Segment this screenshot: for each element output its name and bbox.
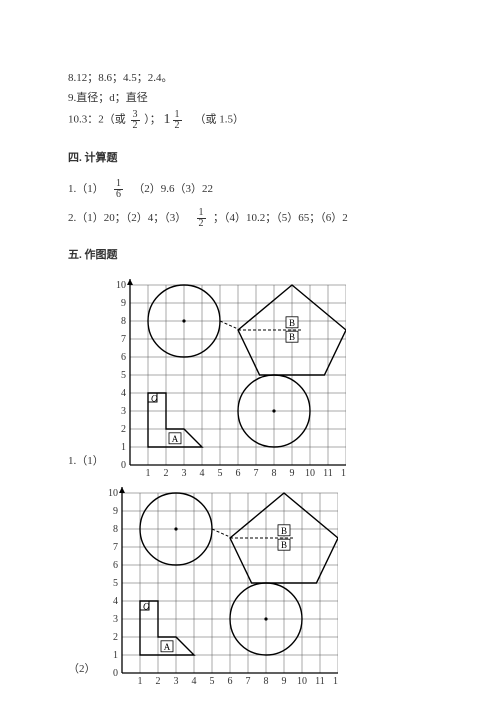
mixed-1-1-2: 1 1 2 bbox=[164, 109, 184, 131]
fraction-1-over-6: 1 6 bbox=[114, 179, 123, 200]
s4-q2-suffix: ；（4）10.2；（5）65；（6）2 bbox=[213, 212, 348, 224]
svg-text:3: 3 bbox=[181, 468, 186, 477]
svg-text:10: 10 bbox=[116, 280, 126, 291]
svg-text:9: 9 bbox=[289, 468, 294, 477]
svg-text:10: 10 bbox=[108, 488, 118, 499]
s4-q1-suffix: （2）9.6（3）22 bbox=[133, 183, 213, 195]
svg-text:0: 0 bbox=[121, 460, 126, 471]
frac-den: 2 bbox=[197, 219, 206, 229]
svg-text:7: 7 bbox=[113, 542, 118, 553]
svg-text:4: 4 bbox=[191, 676, 196, 685]
svg-text:3: 3 bbox=[173, 676, 178, 685]
figure-1-row: 1.（1） 123456789101112012345678910AOBB bbox=[68, 277, 450, 477]
answer-line-9: 9.直径；d；直径 bbox=[68, 90, 450, 108]
svg-text:O: O bbox=[151, 393, 158, 403]
svg-text:9: 9 bbox=[281, 676, 286, 685]
svg-text:6: 6 bbox=[121, 352, 126, 363]
svg-text:7: 7 bbox=[245, 676, 250, 685]
section-5-title: 五. 作图题 bbox=[68, 247, 450, 265]
svg-text:2: 2 bbox=[121, 424, 126, 435]
s4-q1-prefix: 1.（1） bbox=[68, 183, 104, 195]
svg-text:1: 1 bbox=[113, 650, 118, 661]
s4-q2-prefix: 2.（1）20；（2）4；（3） bbox=[68, 212, 186, 224]
svg-text:4: 4 bbox=[113, 596, 118, 607]
svg-text:8: 8 bbox=[121, 316, 126, 327]
svg-text:5: 5 bbox=[209, 676, 214, 685]
svg-text:6: 6 bbox=[235, 468, 240, 477]
svg-text:8: 8 bbox=[263, 676, 268, 685]
figure-2-label: （2） bbox=[68, 661, 96, 679]
svg-text:1: 1 bbox=[137, 676, 142, 685]
line10-mid: ）； bbox=[144, 114, 161, 126]
svg-text:8: 8 bbox=[113, 524, 118, 535]
svg-text:4: 4 bbox=[121, 388, 126, 399]
svg-text:9: 9 bbox=[113, 506, 118, 517]
svg-text:8: 8 bbox=[271, 468, 276, 477]
svg-text:A: A bbox=[172, 434, 179, 444]
svg-text:B: B bbox=[289, 318, 295, 328]
mixed-den: 2 bbox=[173, 121, 182, 131]
svg-text:B: B bbox=[289, 332, 295, 342]
svg-text:B: B bbox=[280, 526, 286, 536]
line10-prefix: 10.3：2（或 bbox=[68, 114, 126, 126]
frac-den: 2 bbox=[131, 121, 140, 131]
grid-figure-1: 123456789101112012345678910AOBB bbox=[110, 277, 346, 477]
svg-text:11: 11 bbox=[315, 676, 325, 685]
mixed-whole: 1 bbox=[164, 112, 171, 127]
grid-figure-2: 123456789101112012345678910AOBB bbox=[102, 485, 338, 685]
svg-text:O: O bbox=[143, 601, 150, 611]
svg-text:0: 0 bbox=[113, 668, 118, 679]
svg-text:1: 1 bbox=[145, 468, 150, 477]
svg-text:2: 2 bbox=[163, 468, 168, 477]
svg-text:4: 4 bbox=[199, 468, 204, 477]
svg-text:2: 2 bbox=[113, 632, 118, 643]
mixed-frac: 1 2 bbox=[173, 110, 182, 131]
svg-text:1: 1 bbox=[121, 442, 126, 453]
answer-line-8: 8.12；8.6；4.5；2.4。 bbox=[68, 70, 450, 88]
svg-text:10: 10 bbox=[305, 468, 315, 477]
svg-text:5: 5 bbox=[217, 468, 222, 477]
svg-text:12: 12 bbox=[333, 676, 338, 685]
figure-2-row: （2） 123456789101112012345678910AOBB bbox=[68, 485, 450, 685]
s4-q1: 1.（1） 1 6 （2）9.6（3）22 bbox=[68, 179, 450, 200]
svg-text:6: 6 bbox=[227, 676, 232, 685]
fraction-3-over-2: 3 2 bbox=[131, 110, 140, 131]
svg-text:9: 9 bbox=[121, 298, 126, 309]
svg-text:7: 7 bbox=[121, 334, 126, 345]
svg-text:B: B bbox=[280, 540, 286, 550]
svg-text:5: 5 bbox=[113, 578, 118, 589]
figure-1-label: 1.（1） bbox=[68, 453, 104, 471]
svg-text:10: 10 bbox=[297, 676, 307, 685]
svg-text:12: 12 bbox=[341, 468, 346, 477]
svg-text:7: 7 bbox=[253, 468, 258, 477]
svg-text:6: 6 bbox=[113, 560, 118, 571]
frac-den: 6 bbox=[114, 190, 123, 200]
svg-text:3: 3 bbox=[121, 406, 126, 417]
svg-text:A: A bbox=[163, 642, 170, 652]
svg-text:5: 5 bbox=[121, 370, 126, 381]
answer-line-10: 10.3：2（或 3 2 ）； 1 1 2 （或 1.5） bbox=[68, 109, 450, 131]
fraction-1-over-2: 1 2 bbox=[197, 208, 206, 229]
section-4-title: 四. 计算题 bbox=[68, 150, 450, 168]
s4-q2: 2.（1）20；（2）4；（3） 1 2 ；（4）10.2；（5）65；（6）2 bbox=[68, 208, 450, 229]
svg-text:2: 2 bbox=[155, 676, 160, 685]
svg-text:11: 11 bbox=[323, 468, 333, 477]
page-content: 8.12；8.6；4.5；2.4。 9.直径；d；直径 10.3：2（或 3 2… bbox=[0, 0, 500, 711]
line10-suffix: （或 1.5） bbox=[195, 114, 245, 126]
svg-text:3: 3 bbox=[113, 614, 118, 625]
